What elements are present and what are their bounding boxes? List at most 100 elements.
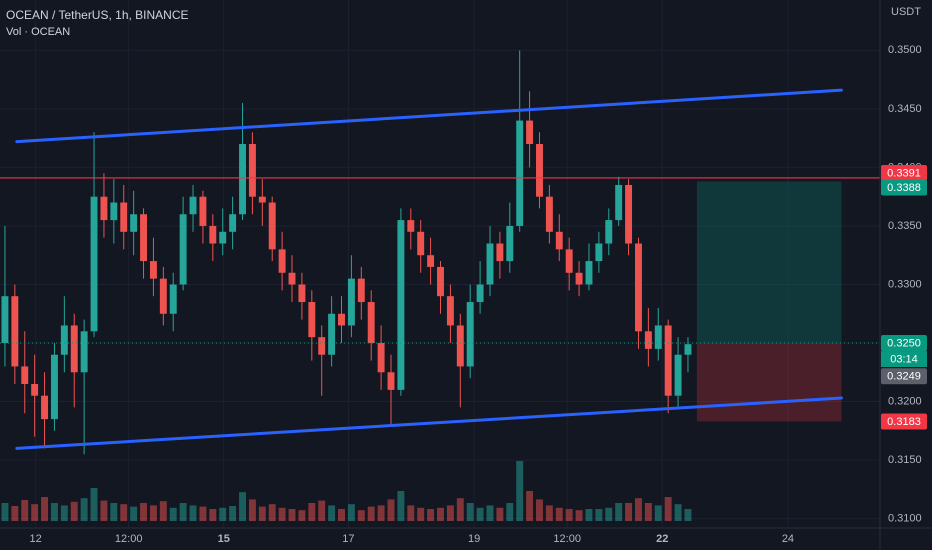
- candle-body: [328, 313, 336, 355]
- channel-line: [15, 88, 843, 144]
- volume-bar: [120, 504, 128, 521]
- candle-body: [278, 249, 286, 273]
- volume-bar: [555, 507, 563, 521]
- candle-body: [496, 243, 504, 262]
- volume-bar: [397, 491, 405, 521]
- y-tick-label: 0.3300: [888, 278, 922, 290]
- candle-body: [486, 243, 494, 285]
- candle-body: [367, 302, 375, 344]
- candle-body: [90, 196, 98, 332]
- volume-bar: [536, 499, 543, 521]
- candle-body: [110, 202, 118, 221]
- candle-body: [258, 196, 266, 203]
- candle-body: [555, 231, 563, 250]
- volume-bar: [347, 504, 355, 521]
- candle-body: [100, 196, 108, 221]
- y-tick-label: 0.3100: [888, 513, 922, 525]
- candle-body: [605, 220, 613, 244]
- candle-body: [50, 354, 58, 420]
- volume-bar: [565, 509, 573, 521]
- candle-body: [120, 202, 128, 232]
- volume-bar: [248, 499, 256, 521]
- x-tick-label: 24: [782, 533, 794, 545]
- volume-bar: [644, 503, 652, 521]
- candle-body: [545, 196, 553, 232]
- candle-body: [159, 278, 167, 314]
- x-tick-label: 17: [342, 533, 354, 545]
- volume-bar: [595, 509, 603, 521]
- volume-bar: [278, 507, 286, 521]
- candle-body: [219, 231, 227, 244]
- x-tick-label: 19: [468, 533, 480, 545]
- candle-body: [41, 395, 49, 420]
- x-tick-label: 12:00: [553, 533, 581, 545]
- volume-bar: [625, 503, 633, 521]
- candle-body: [644, 331, 652, 349]
- volume-bar: [70, 501, 78, 521]
- volume-bar: [387, 499, 395, 521]
- candle-body: [80, 331, 88, 373]
- candle-body: [318, 337, 326, 355]
- volume-bar: [239, 492, 246, 521]
- candle-body: [516, 120, 524, 226]
- candle-body: [466, 302, 474, 367]
- candle-body: [149, 261, 157, 279]
- volume-bar: [110, 503, 118, 521]
- volume-bar: [367, 506, 375, 521]
- volume-bar: [456, 498, 464, 521]
- candle-body: [21, 366, 29, 384]
- volume-bar: [209, 509, 217, 521]
- candle-body: [595, 243, 603, 262]
- volume-bar: [437, 507, 444, 521]
- y-axis-label: USDT: [891, 6, 921, 18]
- volume-bar: [11, 506, 19, 521]
- candle-body: [1, 296, 9, 344]
- price-badge: [881, 179, 927, 196]
- target-zone: [696, 181, 842, 344]
- volume-bar: [169, 507, 177, 521]
- candle-body: [654, 325, 662, 349]
- candle-body: [338, 313, 345, 326]
- candle-body: [209, 225, 217, 244]
- volume-bar: [288, 509, 296, 521]
- volume-bar: [328, 505, 336, 521]
- volume-bar: [654, 505, 662, 521]
- volume-bar: [298, 510, 306, 521]
- volume-bar: [50, 503, 58, 521]
- candle-body: [189, 196, 197, 215]
- y-tick-label: 0.3350: [888, 220, 922, 232]
- price-badge: [881, 164, 927, 181]
- volume-bar: [338, 509, 345, 521]
- y-tick-label: 0.3200: [888, 395, 922, 407]
- volume-bar: [159, 501, 167, 521]
- volume-bar: [100, 500, 108, 521]
- volume-bar: [446, 505, 454, 521]
- volume-bar: [130, 506, 138, 521]
- candle-body: [248, 144, 256, 197]
- volume-bar: [1, 503, 9, 521]
- candle-body: [615, 184, 623, 221]
- y-tick-label: 0.3450: [888, 103, 922, 115]
- volume-bar: [308, 503, 316, 521]
- volume-bar: [377, 505, 385, 521]
- volume-bar: [526, 491, 534, 521]
- candle-body: [268, 202, 276, 250]
- candle-body: [130, 214, 138, 232]
- candle-body: [288, 272, 296, 285]
- candle-body: [169, 284, 177, 314]
- volume-bar: [585, 509, 593, 521]
- price-badge-label: 0.3249: [887, 371, 921, 383]
- volume-bar: [506, 503, 514, 521]
- candle-body: [635, 243, 642, 332]
- candle-body: [437, 266, 444, 297]
- candle-body: [199, 196, 207, 226]
- volume-bar: [476, 507, 484, 521]
- candle-body: [140, 214, 147, 262]
- x-tick-label: 22: [656, 533, 668, 545]
- volume-bar: [407, 505, 415, 521]
- price-badge-label: 0.3250: [887, 337, 921, 349]
- candle-body: [70, 325, 78, 373]
- chart-title: OCEAN / TetherUS, 1h, BINANCE: [6, 8, 189, 22]
- volume-bar: [615, 503, 623, 521]
